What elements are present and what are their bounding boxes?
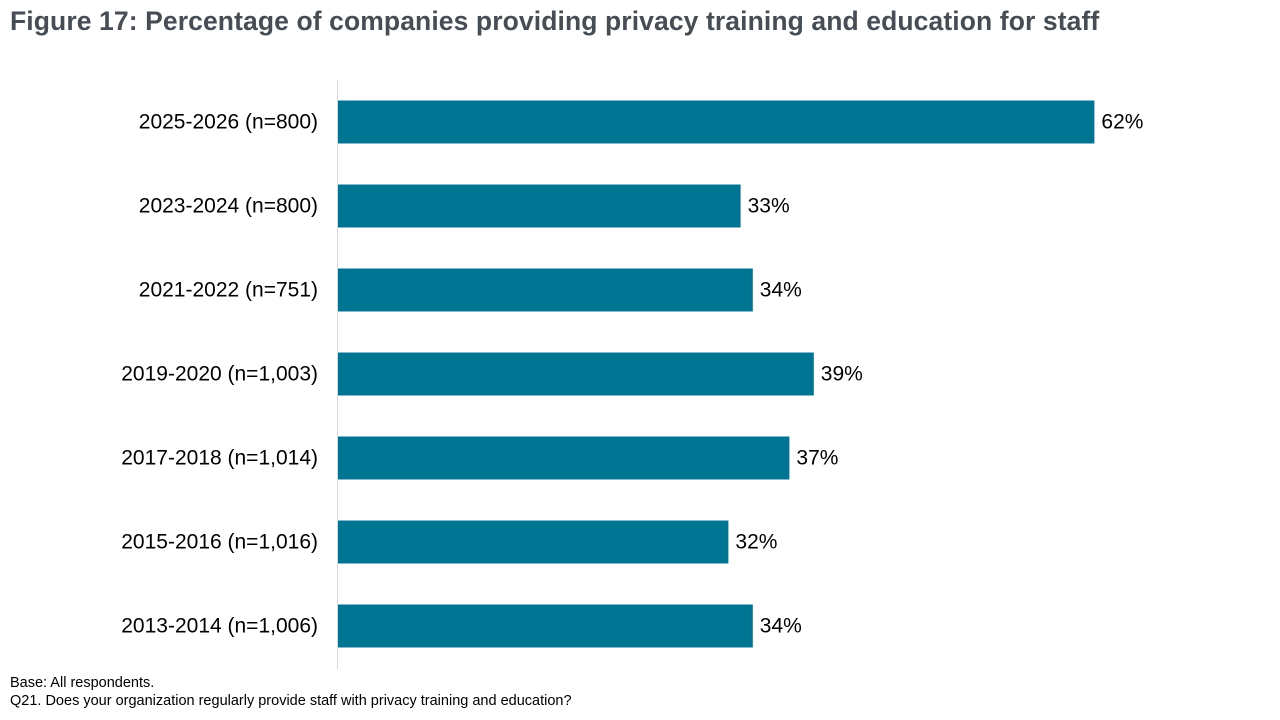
base-note: Base: All respondents. (10, 675, 155, 691)
category-label: 2021-2022 (n=751) (139, 279, 318, 302)
bar (338, 100, 1095, 144)
data-label: 32% (735, 531, 777, 554)
question-note: Q21. Does your organization regularly pr… (10, 693, 572, 709)
bar (338, 352, 814, 396)
category-label: 2013-2014 (n=1,006) (121, 615, 318, 638)
category-label: 2015-2016 (n=1,016) (121, 531, 318, 554)
bar (338, 520, 729, 564)
category-label: 2025-2026 (n=800) (139, 111, 318, 134)
chart-notes: Base: All respondents. Q21. Does your or… (10, 674, 572, 710)
data-label: 34% (760, 279, 802, 302)
data-label: 37% (796, 447, 838, 470)
data-label: 39% (821, 363, 863, 386)
bar (338, 436, 790, 480)
bar (338, 184, 741, 228)
data-label: 62% (1101, 111, 1143, 134)
category-label: 2017-2018 (n=1,014) (121, 447, 318, 470)
bar (338, 268, 753, 312)
category-label: 2019-2020 (n=1,003) (121, 363, 318, 386)
data-label: 34% (760, 615, 802, 638)
chart-title: Figure 17: Percentage of companies provi… (10, 6, 1100, 36)
data-label: 33% (748, 195, 790, 218)
bar (338, 604, 753, 648)
category-label: 2023-2024 (n=800) (139, 195, 318, 218)
